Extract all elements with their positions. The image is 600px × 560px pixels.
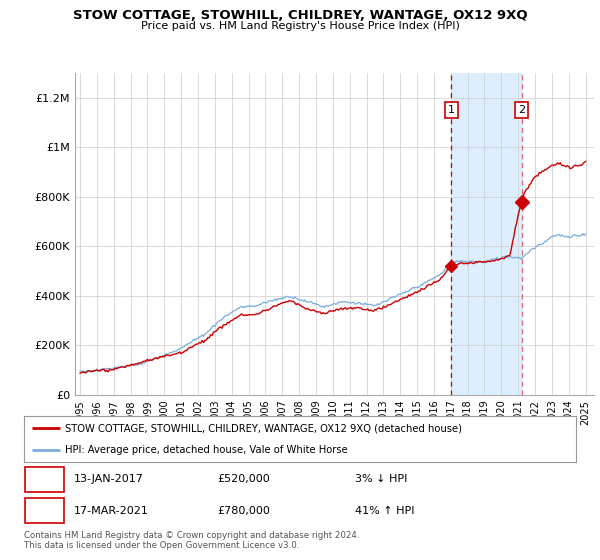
Text: Contains HM Land Registry data © Crown copyright and database right 2024.
This d: Contains HM Land Registry data © Crown c… (24, 531, 359, 550)
FancyBboxPatch shape (25, 466, 64, 492)
Text: 2: 2 (41, 504, 48, 517)
Text: 1: 1 (41, 473, 48, 486)
Text: 2: 2 (518, 105, 525, 115)
Bar (451, 73, 522, 395)
FancyBboxPatch shape (25, 498, 64, 523)
Text: HPI: Average price, detached house, Vale of White Horse: HPI: Average price, detached house, Vale… (65, 445, 348, 455)
Text: 3% ↓ HPI: 3% ↓ HPI (355, 474, 407, 484)
Text: 17-MAR-2021: 17-MAR-2021 (74, 506, 149, 516)
Text: £520,000: £520,000 (217, 474, 270, 484)
Text: 13-JAN-2017: 13-JAN-2017 (74, 474, 143, 484)
Text: 41% ↑ HPI: 41% ↑ HPI (355, 506, 415, 516)
Text: 1: 1 (448, 105, 455, 115)
Text: £780,000: £780,000 (217, 506, 270, 516)
Text: STOW COTTAGE, STOWHILL, CHILDREY, WANTAGE, OX12 9XQ (detached house): STOW COTTAGE, STOWHILL, CHILDREY, WANTAG… (65, 423, 463, 433)
Text: Price paid vs. HM Land Registry's House Price Index (HPI): Price paid vs. HM Land Registry's House … (140, 21, 460, 31)
Text: STOW COTTAGE, STOWHILL, CHILDREY, WANTAGE, OX12 9XQ: STOW COTTAGE, STOWHILL, CHILDREY, WANTAG… (73, 9, 527, 22)
